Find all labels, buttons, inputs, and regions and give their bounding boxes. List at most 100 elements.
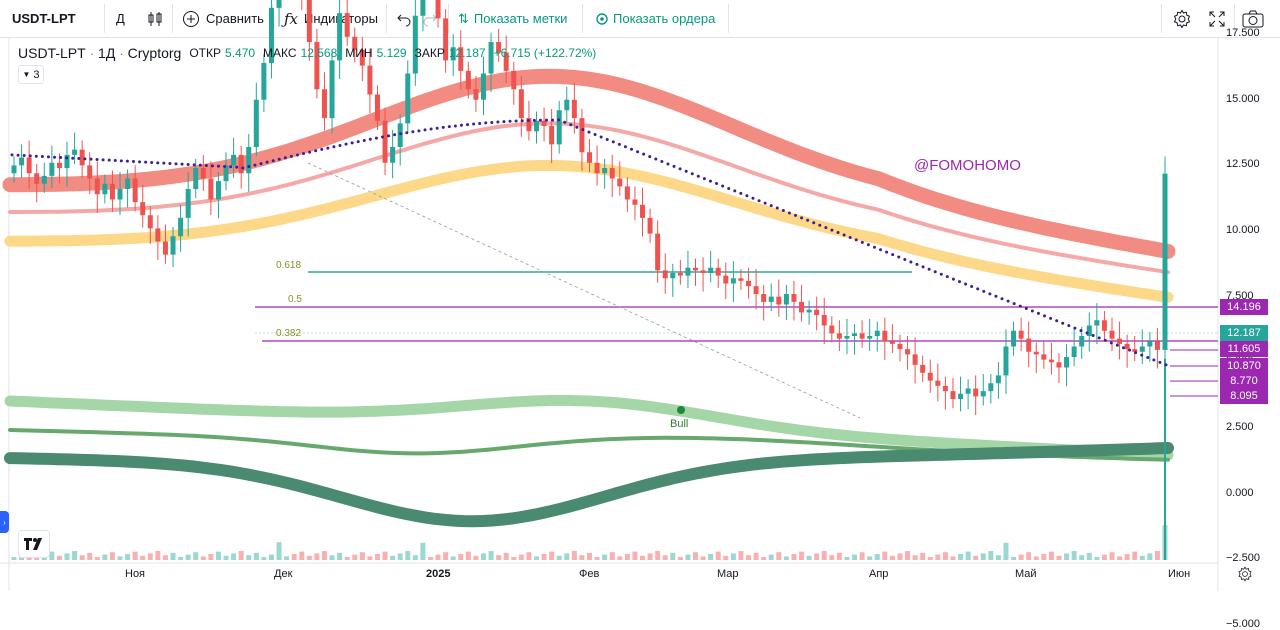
ma-dot — [812, 221, 816, 225]
candle-body — [1139, 346, 1145, 352]
candle-body — [549, 126, 555, 145]
ma-dot — [393, 133, 397, 137]
candle-body — [72, 149, 78, 155]
toolbar-divider — [1161, 4, 1162, 33]
volume-bar — [291, 554, 297, 560]
volume-bar — [700, 556, 706, 560]
candle-body — [518, 89, 524, 119]
candle-body — [64, 154, 70, 168]
show-orders-label: Показать ордера — [613, 11, 716, 26]
ma-dot — [757, 199, 761, 203]
candle-body — [587, 152, 592, 163]
undo-button[interactable] — [396, 0, 412, 37]
ma-dot — [411, 130, 415, 134]
volume-bar — [352, 554, 358, 560]
tv-logo-icon — [24, 538, 42, 550]
volume-bar — [533, 556, 539, 560]
side-panel-toggle[interactable]: › — [0, 511, 9, 533]
legend-high-value: 12.568 — [300, 46, 338, 60]
chart-type-button[interactable] — [146, 0, 164, 37]
volume-bar — [102, 554, 108, 560]
ma-dot — [636, 150, 640, 154]
volume-bar — [821, 551, 827, 560]
candle-body — [193, 168, 199, 189]
ma-dot — [265, 160, 269, 164]
volume-bar — [730, 553, 736, 560]
symbol-search-button[interactable]: USDT-LPT — [12, 0, 76, 37]
fullscreen-icon — [1208, 10, 1226, 28]
show-orders-button[interactable]: Показать ордера — [596, 0, 715, 37]
ma-dot — [1152, 358, 1156, 362]
ma-dot — [945, 275, 949, 279]
ma-dot — [429, 127, 433, 131]
ma-dot — [289, 154, 293, 158]
ma-dot — [423, 128, 427, 132]
ma-dot — [623, 145, 627, 149]
ma-dot — [1164, 363, 1168, 367]
show-marks-button[interactable]: ⇅ Показать метки — [458, 0, 567, 37]
ma-dot — [678, 167, 682, 171]
candle-body — [821, 315, 827, 326]
tradingview-logo[interactable] — [18, 530, 50, 558]
volume-bar — [708, 554, 714, 560]
compare-button[interactable]: Сравнить — [182, 0, 264, 37]
volume-bar — [1132, 551, 1138, 560]
ma-dot — [806, 218, 810, 222]
ma-dot — [909, 260, 913, 264]
candle-body — [1011, 330, 1017, 347]
candle-body — [640, 204, 646, 218]
interval-button[interactable]: Д — [116, 0, 125, 37]
candle-body — [200, 168, 206, 179]
volume-bar — [147, 553, 153, 560]
ma-dot — [119, 159, 123, 163]
candle-body — [11, 165, 17, 174]
volume-bar — [503, 552, 509, 560]
candle-body — [753, 286, 759, 294]
volume-bar — [427, 557, 433, 560]
candle-body — [783, 294, 789, 305]
candle-body — [897, 343, 903, 350]
volume-layer — [11, 525, 1168, 560]
candle-body — [973, 388, 979, 397]
volume-bar — [927, 557, 933, 560]
volume-bar — [382, 551, 388, 560]
candle-body — [49, 162, 55, 176]
ma-dot — [581, 128, 585, 132]
volume-bar — [34, 556, 40, 560]
indicators-collapse-button[interactable]: ▼ 3 — [18, 65, 44, 84]
volume-bar — [655, 551, 661, 560]
ma-dot — [763, 201, 767, 205]
volume-bar — [814, 553, 820, 560]
settings-button[interactable] — [1172, 0, 1192, 37]
volume-bar — [920, 552, 926, 560]
axis-settings-button[interactable] — [1237, 566, 1253, 587]
volume-bar — [670, 552, 676, 560]
candle-body — [147, 215, 153, 229]
legend-close-value: 12.187 — [448, 46, 486, 60]
volume-bar — [556, 555, 562, 560]
volume-bar — [1056, 555, 1062, 560]
ma-dot — [241, 166, 245, 170]
candle-body — [1018, 330, 1024, 339]
candle-body — [140, 202, 146, 216]
candle-body — [1154, 341, 1160, 350]
candle-body — [738, 278, 744, 281]
fullscreen-button[interactable] — [1208, 0, 1226, 37]
ma-dot — [1006, 299, 1010, 303]
ma-dot — [16, 153, 20, 157]
camera-icon — [1242, 10, 1264, 28]
indicator-band — [4, 394, 1174, 461]
price-chart[interactable] — [0, 0, 1280, 591]
volume-bar — [261, 557, 267, 560]
legend-interval: 1Д — [98, 45, 116, 61]
volume-bar — [246, 555, 252, 560]
screenshot-button[interactable] — [1242, 0, 1264, 37]
candle-body — [814, 309, 820, 315]
ma-dot — [1140, 353, 1144, 357]
candle-body — [412, 15, 418, 74]
candle-body — [874, 330, 880, 336]
candle-body — [155, 228, 161, 242]
candle-body — [1064, 357, 1070, 368]
ma-dot — [733, 189, 737, 193]
ma-dot — [800, 216, 804, 220]
